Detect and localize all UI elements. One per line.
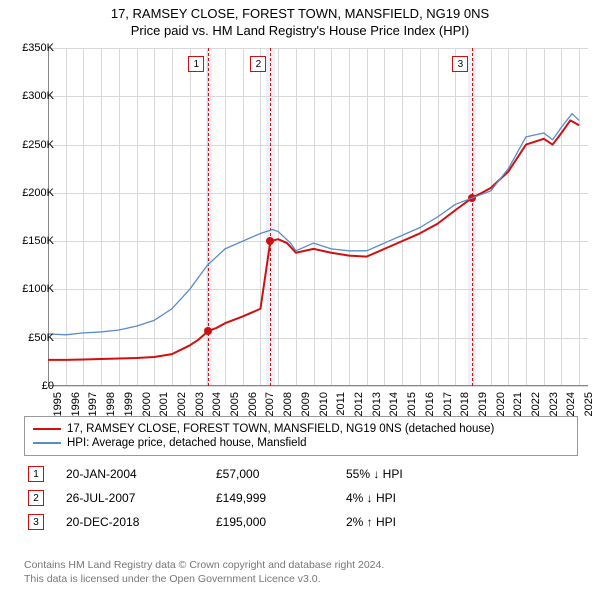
event-diff: 55% ↓ HPI xyxy=(346,467,476,481)
event-price: £57,000 xyxy=(216,467,346,481)
event-badge: 2 xyxy=(28,490,44,506)
chart-title-line2: Price paid vs. HM Land Registry's House … xyxy=(0,23,600,38)
footer-attribution: Contains HM Land Registry data © Crown c… xyxy=(24,558,384,586)
event-price: £195,000 xyxy=(216,515,346,529)
event-diff: 2% ↑ HPI xyxy=(346,515,476,529)
y-axis-tick-label: £300K xyxy=(4,90,54,102)
legend-swatch-property xyxy=(33,428,61,430)
event-date: 20-DEC-2018 xyxy=(66,515,216,529)
event-row: 3 20-DEC-2018 £195,000 2% ↑ HPI xyxy=(24,510,578,534)
series-line-hpi xyxy=(48,114,579,335)
legend: 17, RAMSEY CLOSE, FOREST TOWN, MANSFIELD… xyxy=(24,416,578,456)
x-axis-tick-label: 2025 xyxy=(583,392,595,432)
legend-swatch-hpi xyxy=(33,442,61,443)
series-line-property xyxy=(48,120,579,360)
event-date: 20-JAN-2004 xyxy=(66,467,216,481)
y-axis-tick-label: £250K xyxy=(4,139,54,151)
y-axis-tick-label: £50K xyxy=(4,332,54,344)
chart-title-block: 17, RAMSEY CLOSE, FOREST TOWN, MANSFIELD… xyxy=(0,0,600,40)
event-row: 2 26-JUL-2007 £149,999 4% ↓ HPI xyxy=(24,486,578,510)
legend-label-property: 17, RAMSEY CLOSE, FOREST TOWN, MANSFIELD… xyxy=(67,423,494,435)
chart-title-line1: 17, RAMSEY CLOSE, FOREST TOWN, MANSFIELD… xyxy=(0,6,600,21)
gridline-horizontal xyxy=(48,386,588,387)
event-badge: 3 xyxy=(28,514,44,530)
legend-row-property: 17, RAMSEY CLOSE, FOREST TOWN, MANSFIELD… xyxy=(33,422,569,436)
y-axis-tick-label: £150K xyxy=(4,235,54,247)
event-row: 1 20-JAN-2004 £57,000 55% ↓ HPI xyxy=(24,462,578,486)
y-axis-tick-label: £100K xyxy=(4,283,54,295)
legend-label-hpi: HPI: Average price, detached house, Mans… xyxy=(67,437,307,449)
y-axis-tick-label: £350K xyxy=(4,42,54,54)
footer-line2: This data is licensed under the Open Gov… xyxy=(24,572,384,586)
y-axis-tick-label: £0 xyxy=(4,380,54,392)
event-diff: 4% ↓ HPI xyxy=(346,491,476,505)
chart-plot-area: 123 xyxy=(48,48,588,386)
footer-line1: Contains HM Land Registry data © Crown c… xyxy=(24,558,384,572)
event-badge: 1 xyxy=(28,466,44,482)
events-table: 1 20-JAN-2004 £57,000 55% ↓ HPI 2 26-JUL… xyxy=(24,462,578,534)
event-price: £149,999 xyxy=(216,491,346,505)
event-date: 26-JUL-2007 xyxy=(66,491,216,505)
y-axis-tick-label: £200K xyxy=(4,187,54,199)
legend-row-hpi: HPI: Average price, detached house, Mans… xyxy=(33,436,569,450)
